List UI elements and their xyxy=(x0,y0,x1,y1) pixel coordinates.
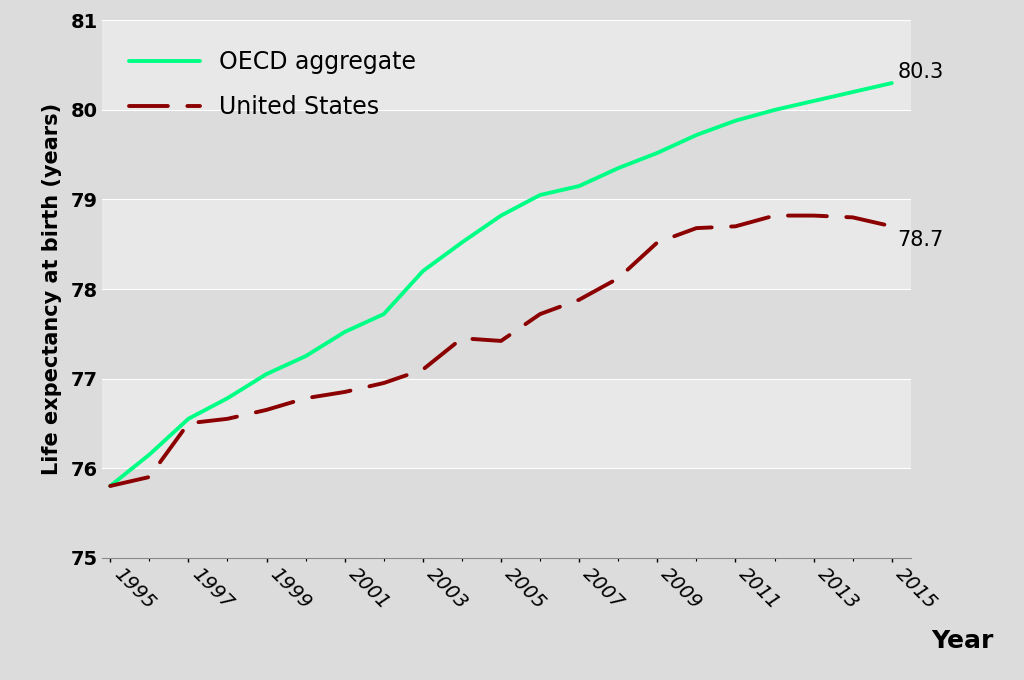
Text: 78.7: 78.7 xyxy=(898,230,944,250)
OECD aggregate xyxy=(612,164,625,172)
United States xyxy=(612,274,625,282)
OECD aggregate xyxy=(260,370,272,378)
OECD aggregate xyxy=(729,116,741,124)
Bar xyxy=(102,289,911,379)
United States xyxy=(729,222,741,231)
United States xyxy=(573,296,586,304)
OECD aggregate xyxy=(651,149,664,157)
Y-axis label: Life expectancy at birth (years): Life expectancy at birth (years) xyxy=(42,103,62,475)
United States xyxy=(104,482,117,490)
United States xyxy=(886,222,898,231)
United States xyxy=(651,239,664,247)
United States xyxy=(534,310,546,318)
OECD aggregate xyxy=(104,482,117,490)
Text: Year: Year xyxy=(931,629,993,653)
OECD aggregate xyxy=(886,79,898,87)
Text: 80.3: 80.3 xyxy=(898,63,944,82)
OECD aggregate xyxy=(456,239,468,247)
OECD aggregate xyxy=(495,211,507,220)
OECD aggregate xyxy=(221,394,233,403)
OECD aggregate xyxy=(690,131,702,139)
Bar xyxy=(102,110,911,199)
Bar xyxy=(102,379,911,468)
United States xyxy=(456,334,468,342)
Line: OECD aggregate: OECD aggregate xyxy=(111,83,892,486)
OECD aggregate xyxy=(143,451,156,459)
Bar xyxy=(102,468,911,558)
United States xyxy=(299,394,311,403)
OECD aggregate xyxy=(182,415,195,423)
United States xyxy=(260,406,272,414)
United States xyxy=(690,224,702,232)
United States xyxy=(495,337,507,345)
United States xyxy=(378,379,390,387)
United States xyxy=(182,420,195,428)
United States xyxy=(808,211,820,220)
United States xyxy=(847,214,859,222)
United States xyxy=(768,211,780,220)
United States xyxy=(339,388,351,396)
OECD aggregate xyxy=(808,97,820,105)
Line: United States: United States xyxy=(111,216,892,486)
United States xyxy=(221,415,233,423)
Bar xyxy=(102,199,911,289)
Legend: OECD aggregate, United States: OECD aggregate, United States xyxy=(122,43,423,126)
OECD aggregate xyxy=(847,88,859,96)
Bar xyxy=(102,20,911,110)
OECD aggregate xyxy=(417,267,429,275)
OECD aggregate xyxy=(573,182,586,190)
OECD aggregate xyxy=(768,106,780,114)
United States xyxy=(143,473,156,481)
United States xyxy=(417,366,429,374)
OECD aggregate xyxy=(299,352,311,360)
OECD aggregate xyxy=(378,310,390,318)
OECD aggregate xyxy=(339,328,351,336)
OECD aggregate xyxy=(534,191,546,199)
